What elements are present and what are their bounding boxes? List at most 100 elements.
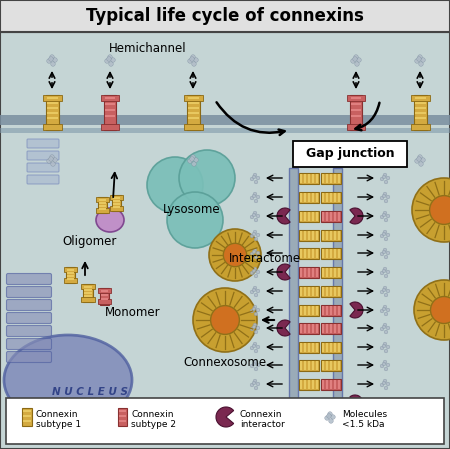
Bar xyxy=(321,398,341,409)
Circle shape xyxy=(250,252,254,256)
FancyBboxPatch shape xyxy=(6,326,51,336)
Circle shape xyxy=(253,230,257,234)
FancyBboxPatch shape xyxy=(27,139,59,148)
Bar xyxy=(187,95,200,130)
Circle shape xyxy=(147,157,203,213)
Bar xyxy=(308,380,310,389)
Circle shape xyxy=(380,177,384,181)
Bar xyxy=(316,212,318,221)
Circle shape xyxy=(386,176,390,180)
Bar xyxy=(22,408,32,426)
Circle shape xyxy=(380,215,384,219)
Bar xyxy=(47,117,58,119)
Text: Lysosome: Lysosome xyxy=(163,203,221,216)
Bar xyxy=(338,306,340,315)
Bar xyxy=(321,342,341,353)
Bar xyxy=(326,212,328,221)
Circle shape xyxy=(383,360,387,364)
Circle shape xyxy=(191,155,195,159)
Bar xyxy=(326,268,328,277)
Circle shape xyxy=(325,416,329,420)
Bar xyxy=(312,361,314,370)
Bar xyxy=(322,174,324,183)
Bar xyxy=(326,380,328,389)
Circle shape xyxy=(353,57,357,61)
Bar xyxy=(83,284,93,302)
Wedge shape xyxy=(350,302,363,318)
Bar xyxy=(321,230,341,241)
Circle shape xyxy=(190,57,194,61)
Bar xyxy=(321,267,341,278)
Text: Oligomer: Oligomer xyxy=(63,235,117,248)
Wedge shape xyxy=(277,208,290,224)
Circle shape xyxy=(380,383,384,387)
Circle shape xyxy=(382,288,386,292)
Bar xyxy=(321,360,341,371)
Circle shape xyxy=(355,62,359,66)
Bar xyxy=(326,343,328,352)
Bar xyxy=(99,208,106,210)
Circle shape xyxy=(383,305,387,309)
Bar xyxy=(299,267,319,278)
Bar xyxy=(188,107,199,109)
Bar xyxy=(64,278,77,283)
Bar xyxy=(322,249,324,258)
Bar xyxy=(96,208,109,213)
Circle shape xyxy=(193,288,257,352)
Circle shape xyxy=(254,218,258,222)
Bar xyxy=(188,102,199,104)
Bar xyxy=(304,306,306,315)
Bar xyxy=(334,361,336,370)
Bar xyxy=(316,174,318,183)
Bar xyxy=(84,286,92,288)
Bar xyxy=(326,231,328,240)
Bar xyxy=(351,103,361,105)
Bar xyxy=(338,249,340,258)
Bar xyxy=(67,278,74,280)
Circle shape xyxy=(382,194,386,198)
Circle shape xyxy=(256,382,260,386)
Circle shape xyxy=(50,55,54,59)
Bar xyxy=(300,306,302,315)
Circle shape xyxy=(327,414,331,418)
Bar xyxy=(347,124,365,130)
Bar xyxy=(99,205,106,207)
Circle shape xyxy=(386,382,390,386)
Bar xyxy=(312,343,314,352)
Circle shape xyxy=(380,327,384,331)
Bar xyxy=(316,361,318,370)
Circle shape xyxy=(252,325,256,329)
Bar xyxy=(415,102,426,104)
Bar xyxy=(308,212,310,221)
Bar xyxy=(300,231,302,240)
Circle shape xyxy=(252,344,256,348)
Circle shape xyxy=(254,255,258,259)
Circle shape xyxy=(386,251,390,255)
Bar xyxy=(330,324,332,333)
Bar xyxy=(299,192,319,203)
Circle shape xyxy=(252,288,256,292)
Circle shape xyxy=(328,412,332,416)
Bar xyxy=(312,212,314,221)
Bar xyxy=(334,174,336,183)
Bar xyxy=(321,248,341,259)
Bar xyxy=(414,95,427,130)
Bar xyxy=(334,231,336,240)
Bar xyxy=(112,195,121,211)
Circle shape xyxy=(357,158,361,162)
Circle shape xyxy=(386,326,390,330)
FancyBboxPatch shape xyxy=(6,299,51,311)
Text: Connexin
interactor: Connexin interactor xyxy=(240,410,285,429)
Bar xyxy=(334,324,336,333)
Circle shape xyxy=(192,162,196,166)
Circle shape xyxy=(383,286,387,290)
Circle shape xyxy=(254,274,258,278)
Circle shape xyxy=(386,345,390,349)
Circle shape xyxy=(109,62,113,66)
Circle shape xyxy=(250,271,254,275)
Circle shape xyxy=(250,327,254,331)
Circle shape xyxy=(383,323,387,327)
Bar xyxy=(299,211,319,222)
Bar xyxy=(330,399,332,408)
Circle shape xyxy=(382,250,386,254)
